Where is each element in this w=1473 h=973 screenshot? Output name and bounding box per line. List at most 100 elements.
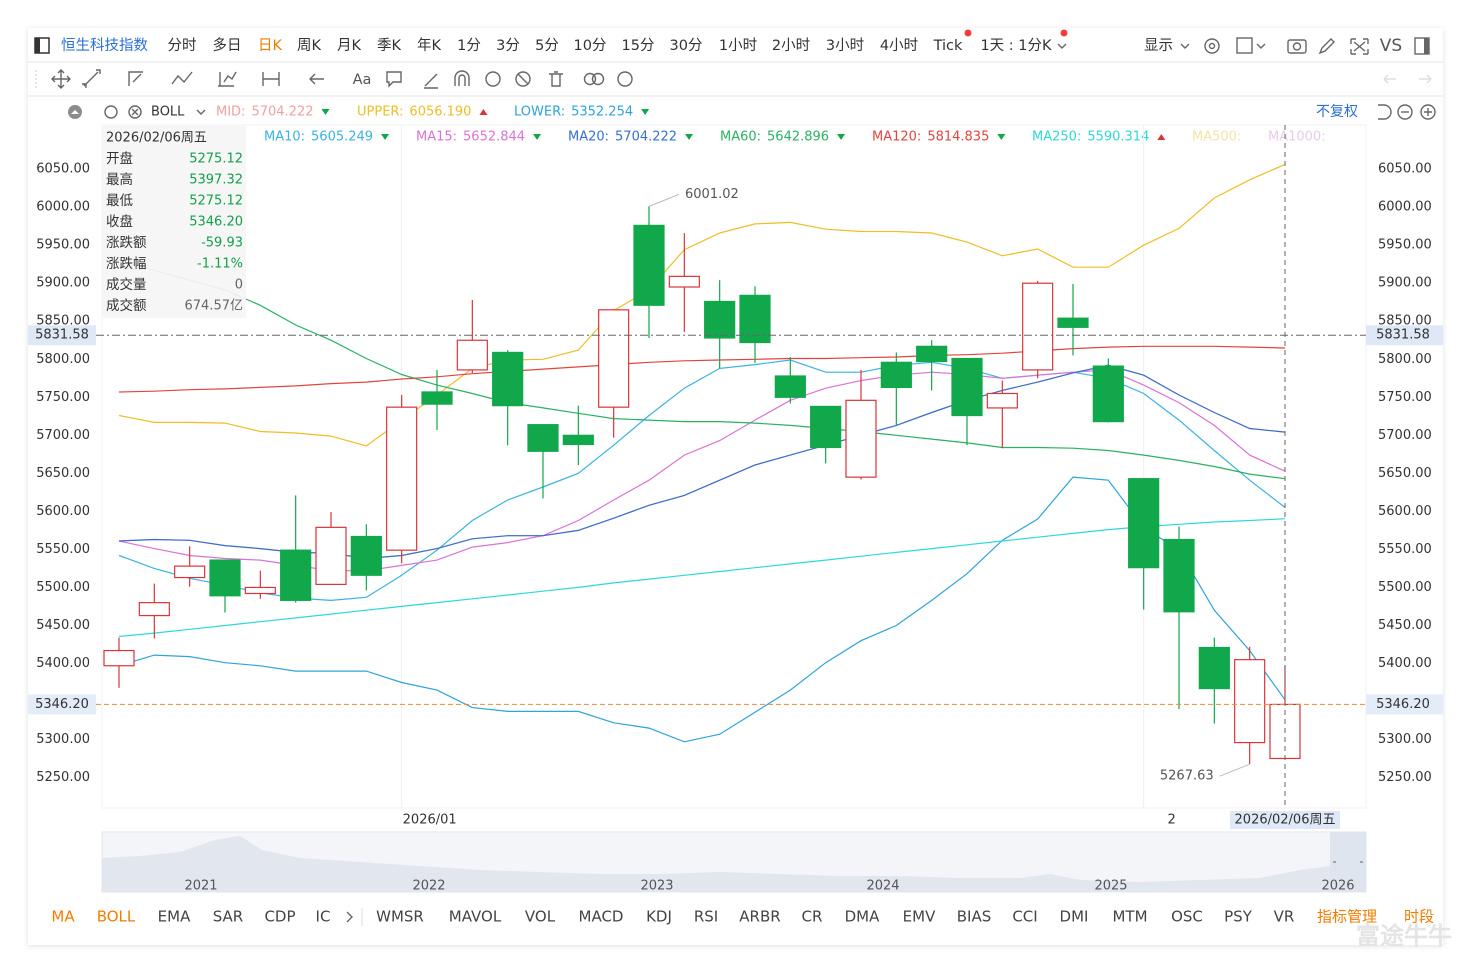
magnet-tool[interactable]: [454, 70, 470, 86]
y-tick-label: 5950.00: [36, 238, 90, 253]
indicator-tab[interactable]: IC: [316, 908, 331, 926]
indicator-tab[interactable]: MACD: [579, 908, 624, 926]
session-tab[interactable]: 时段: [1404, 908, 1434, 926]
indicator-settings[interactable]: [104, 105, 118, 119]
period-tab[interactable]: 多日: [213, 37, 242, 54]
crosshair-label-right: 5831.58: [1376, 328, 1430, 343]
candle-body: [951, 357, 983, 417]
period-tab[interactable]: Tick: [933, 38, 963, 54]
candle-body: [456, 339, 488, 371]
note-tool[interactable]: [386, 71, 402, 88]
candle-body: [880, 361, 912, 388]
period-tab[interactable]: 分时: [168, 37, 197, 54]
period-tab[interactable]: 1分: [457, 37, 481, 54]
indicator-close[interactable]: [128, 105, 142, 119]
link-tool[interactable]: [583, 72, 597, 86]
indicator-tab[interactable]: RSI: [694, 908, 718, 926]
period-tab[interactable]: 1天 : 1分K: [980, 37, 1052, 54]
legend-value: 5590.314: [1087, 130, 1149, 145]
period-tab[interactable]: 1小时: [719, 37, 757, 54]
arrow-tool[interactable]: [309, 73, 324, 85]
undo[interactable]: [1383, 74, 1396, 84]
measure-tool[interactable]: [262, 72, 280, 86]
fullscreen-icon[interactable]: [1350, 38, 1369, 55]
vs-button[interactable]: VS: [1380, 36, 1402, 56]
layout-icon[interactable]: [1236, 37, 1253, 54]
indicator-tab[interactable]: DMA: [845, 908, 880, 926]
instrument-title[interactable]: 恒生科技指数: [61, 37, 148, 54]
indicator-tab[interactable]: OSC: [1171, 908, 1203, 926]
indicator-line: [118, 364, 1286, 560]
period-tab[interactable]: 月K: [337, 38, 361, 54]
legend-value: 5652.844: [463, 130, 525, 145]
adjust-mode[interactable]: 不复权: [1316, 103, 1358, 120]
candle-body: [1022, 282, 1054, 371]
period-tab[interactable]: 30分: [670, 37, 703, 54]
indicator-tab[interactable]: SAR: [213, 908, 243, 926]
chevron: [196, 109, 206, 115]
indicator-tab[interactable]: MTM: [1112, 908, 1147, 926]
pencil-tool[interactable]: [424, 73, 438, 89]
chevron: [1180, 43, 1190, 49]
indicator-tab[interactable]: VR: [1274, 908, 1295, 926]
period-tab[interactable]: 15分: [622, 37, 655, 54]
navigator-year: 2023: [640, 879, 673, 894]
navigator-year: 2026: [1321, 879, 1354, 894]
y-tick-label-right: 6050.00: [1378, 162, 1432, 177]
tool-settings[interactable]: [617, 71, 633, 87]
y-tick-label: 5900.00: [36, 276, 90, 291]
tabs-more[interactable]: [346, 911, 353, 923]
hide-tool[interactable]: [515, 71, 531, 87]
delete-tool[interactable]: [549, 71, 563, 87]
period-tab[interactable]: 5分: [535, 37, 559, 54]
period-tab[interactable]: 4小时: [880, 37, 918, 54]
period-tab[interactable]: 日K: [258, 38, 282, 54]
period-tab[interactable]: 3小时: [826, 37, 864, 54]
reset-icon[interactable]: [1378, 104, 1392, 120]
indicator-tab[interactable]: ARBR: [739, 908, 780, 926]
text-tool[interactable]: Aa: [353, 72, 372, 88]
indicator-tab[interactable]: EMV: [903, 908, 936, 926]
indicator-tab[interactable]: BOLL: [97, 908, 136, 926]
pen-icon[interactable]: [1318, 38, 1335, 55]
settings-icon[interactable]: [1204, 38, 1220, 54]
indicator-tab[interactable]: CDP: [264, 908, 295, 926]
indicator-tab[interactable]: VOL: [525, 908, 556, 926]
display-menu[interactable]: 显示: [1144, 38, 1173, 54]
period-tab[interactable]: 周K: [297, 38, 321, 54]
camera-icon[interactable]: [1287, 39, 1307, 54]
low-label: 5267.63: [1160, 769, 1214, 784]
indicator-tab[interactable]: WMSR: [376, 908, 424, 926]
period-tab[interactable]: 季K: [377, 37, 401, 54]
indicator-tab[interactable]: DMI: [1060, 908, 1089, 926]
period-tab[interactable]: 年K: [417, 37, 441, 54]
zoom-in[interactable]: [1420, 104, 1436, 120]
ray-tool[interactable]: [128, 71, 143, 86]
legend-label: MA20:: [568, 130, 609, 145]
indicator-name[interactable]: BOLL: [151, 105, 185, 120]
period-tab[interactable]: 2小时: [772, 37, 810, 54]
indicator-tab[interactable]: BIAS: [957, 908, 992, 926]
indicator-tab[interactable]: CR: [802, 908, 823, 926]
period-tab[interactable]: 10分: [574, 37, 607, 54]
indicator-tab[interactable]: MAVOL: [449, 908, 502, 926]
indicator-tab[interactable]: KDJ: [646, 908, 672, 926]
indicator-tab[interactable]: EMA: [158, 908, 191, 926]
candle-body: [704, 300, 736, 339]
indicator-tab[interactable]: CCI: [1012, 908, 1037, 926]
legend-label: MA10:: [264, 130, 305, 145]
fib-tool[interactable]: [218, 71, 237, 87]
indicator-tab[interactable]: MA: [51, 908, 75, 926]
wave-tool[interactable]: [171, 71, 193, 85]
lock-tool[interactable]: [485, 71, 501, 87]
indicator-tab[interactable]: PSY: [1224, 908, 1253, 926]
indicator-manage[interactable]: 指标管理: [1317, 908, 1377, 926]
zoom-out[interactable]: [1397, 104, 1413, 120]
redo[interactable]: [1419, 74, 1432, 84]
candle-body: [845, 399, 877, 478]
candle-body: [174, 565, 206, 579]
line-tool[interactable]: [82, 69, 101, 88]
period-tab[interactable]: 3分: [496, 37, 520, 54]
move-tool[interactable]: [51, 69, 71, 89]
y-tick-label: 5300.00: [36, 732, 90, 747]
